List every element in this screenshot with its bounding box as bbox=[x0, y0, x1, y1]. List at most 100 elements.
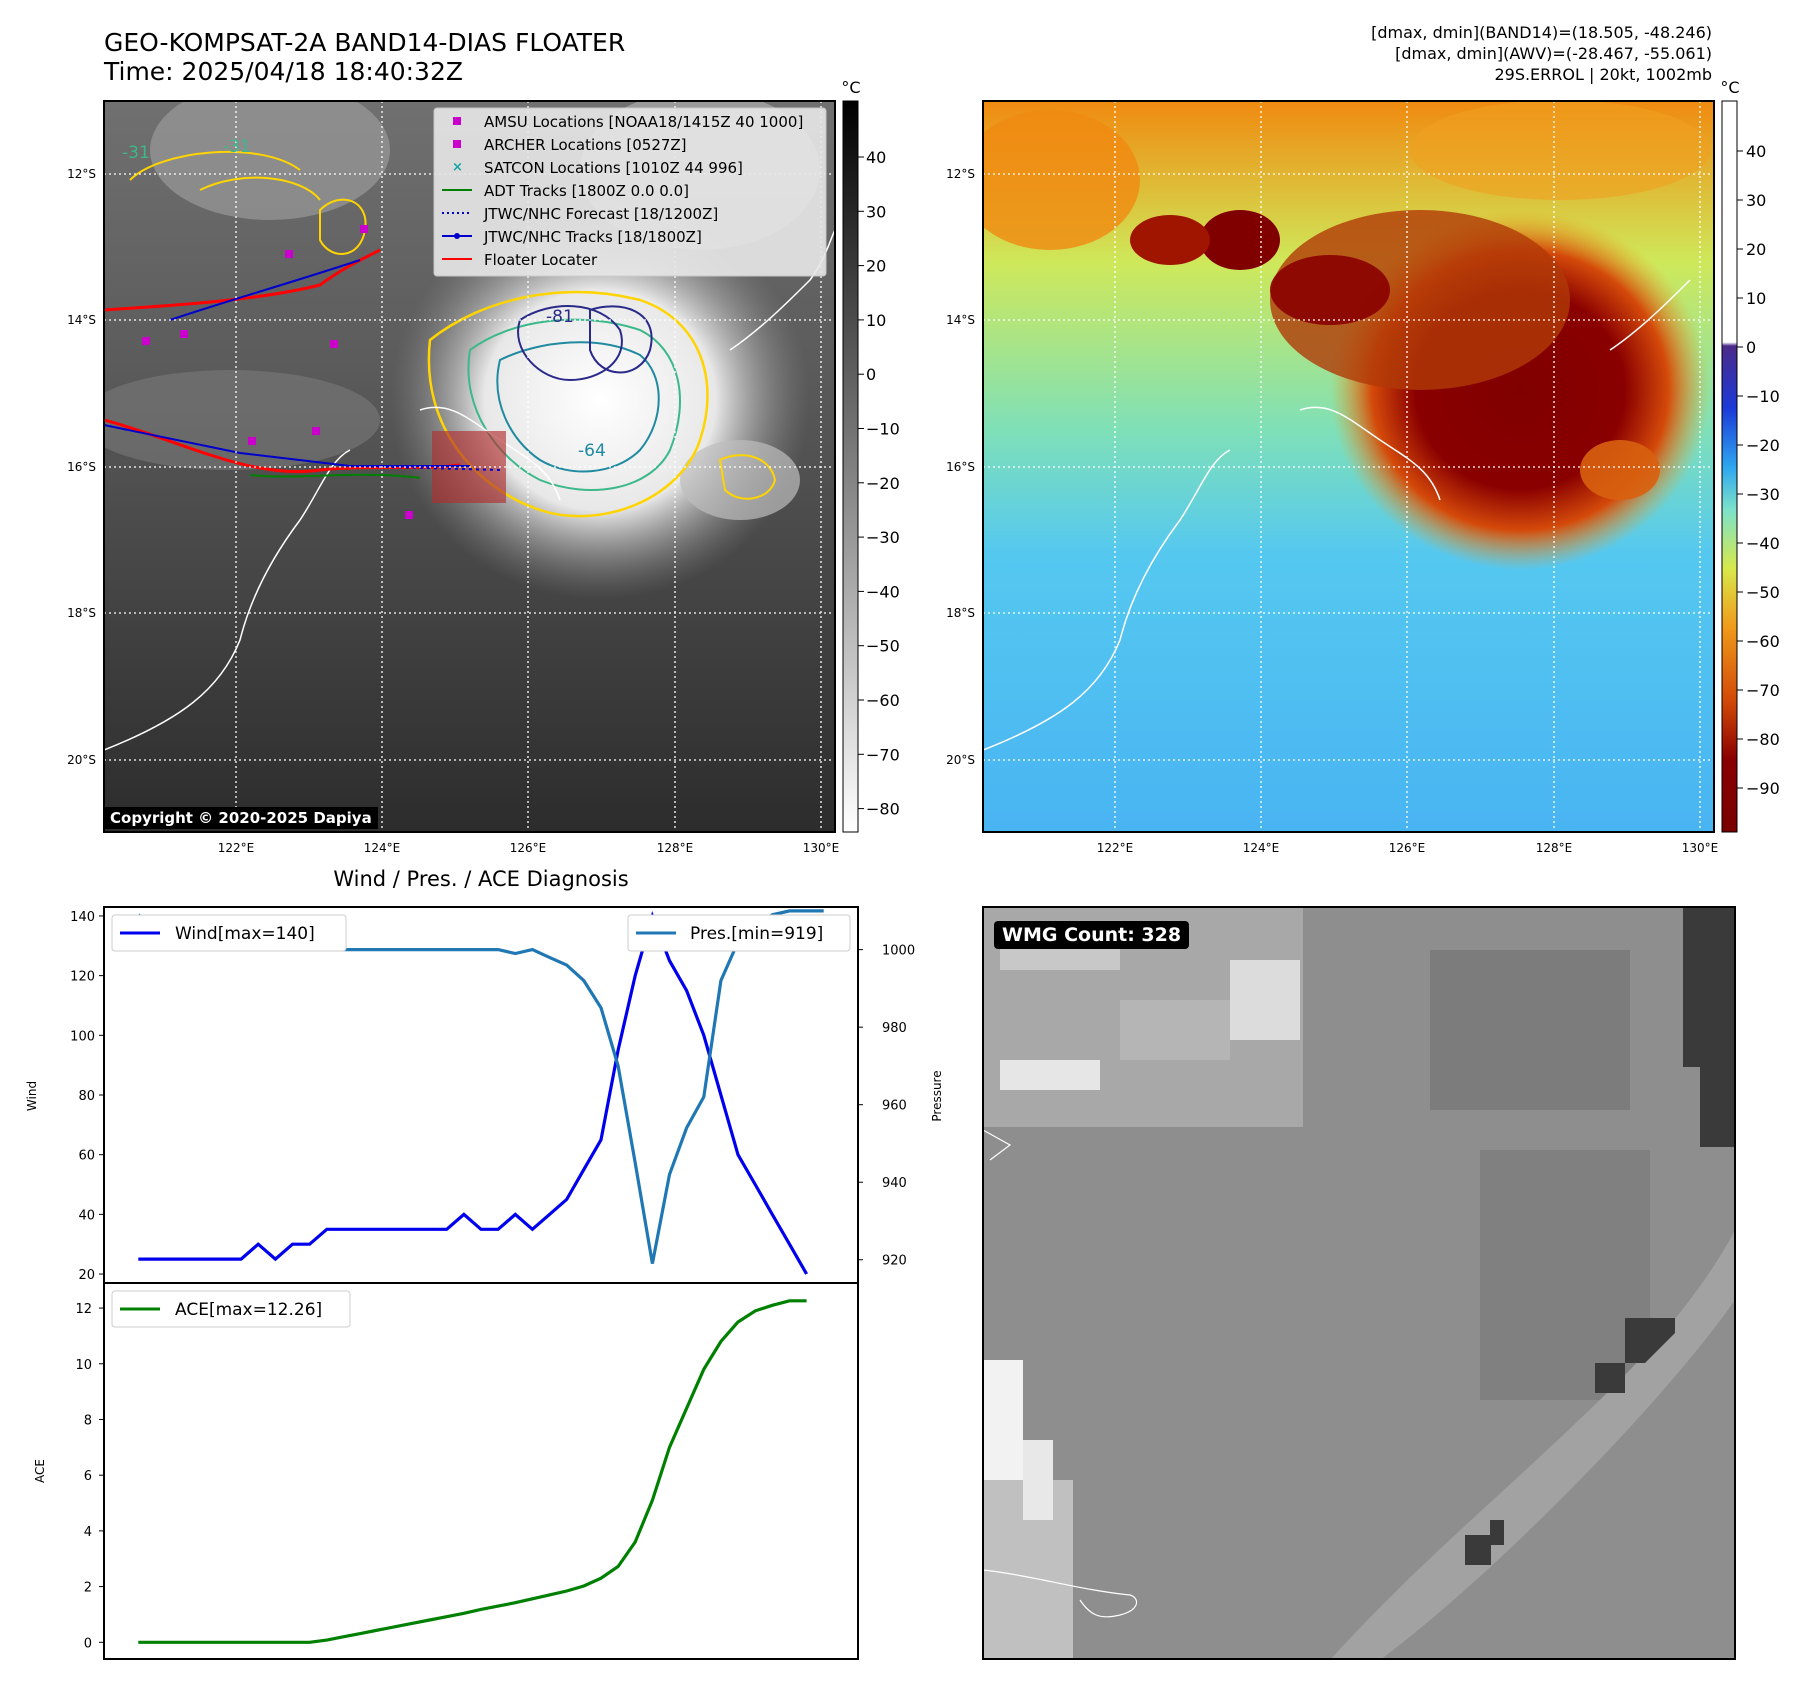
svg-text:20°S: 20°S bbox=[67, 753, 96, 767]
svg-text:128°E: 128°E bbox=[657, 841, 694, 855]
ir-colorbar-tick: −50 bbox=[866, 637, 900, 656]
ir-colorbar-tick: −30 bbox=[866, 528, 900, 547]
ir-colorbar-tick: 20 bbox=[866, 257, 886, 276]
svg-text:18°S: 18°S bbox=[946, 606, 975, 620]
ace-chart: 0 2 4 6 8 10 12 ACE[max=12.26] bbox=[75, 1282, 859, 1660]
color-colorbar-tick: −20 bbox=[1746, 436, 1780, 455]
svg-text:°C: °C bbox=[841, 78, 860, 97]
contour-label: -31 bbox=[122, 143, 150, 163]
svg-text:128°E: 128°E bbox=[1536, 841, 1573, 855]
legend-item: ADT Tracks [1800Z 0.0 0.0] bbox=[484, 182, 689, 200]
svg-text:126°E: 126°E bbox=[510, 841, 547, 855]
legend-item: JTWC/NHC Forecast [18/1200Z] bbox=[483, 205, 718, 223]
ace-axis-label: ACE bbox=[33, 1459, 47, 1483]
pressure-axis-label: Pressure bbox=[930, 1070, 944, 1121]
amsu-markers bbox=[142, 225, 413, 519]
wind-pressure-chart: 20 40 60 80 100 120 140 920 940 960 980 1000 Wind[ma… bbox=[70, 906, 915, 1284]
legend-item: SATCON Locations [1010Z 44 996] bbox=[484, 159, 743, 177]
series-line bbox=[138, 910, 808, 1275]
ace-legend: ACE[max=12.26] bbox=[111, 1290, 351, 1328]
wmg-panel bbox=[982, 906, 1736, 1660]
ir-lat-ticks: 12°S 14°S 16°S 18°S 20°S bbox=[67, 167, 96, 767]
storm-info: 29S.ERROL | 20kt, 1002mb bbox=[1494, 65, 1712, 84]
svg-text:122°E: 122°E bbox=[1097, 841, 1134, 855]
ir-colorbar-tick: −10 bbox=[866, 420, 900, 439]
diagnosis-title: Wind / Pres. / ACE Diagnosis bbox=[333, 867, 628, 891]
contour-label: -64 bbox=[578, 441, 606, 461]
ace-tick-label: 6 bbox=[84, 1469, 92, 1484]
pressure-legend: Pres.[min=919] bbox=[627, 914, 851, 952]
ir-lon-ticks: 122°E 124°E 126°E 128°E 130°E bbox=[218, 841, 840, 855]
stats-band14: [dmax, dmin](BAND14)=(18.505, -48.246) bbox=[1371, 23, 1712, 42]
copyright-label: Copyright © 2020-2025 Dapiya bbox=[104, 807, 378, 829]
ace-tick-label: 2 bbox=[84, 1581, 92, 1596]
color-gridlines bbox=[983, 101, 1714, 832]
color-colorbar-tick: −60 bbox=[1746, 632, 1780, 651]
ace-tick-label: 0 bbox=[84, 1636, 92, 1651]
wmg-count-badge: WMG Count: 328 bbox=[994, 921, 1190, 949]
svg-text:14°S: 14°S bbox=[67, 313, 96, 327]
pressure-tick-label: 920 bbox=[882, 1254, 907, 1269]
svg-text:124°E: 124°E bbox=[1243, 841, 1280, 855]
color-colorbar-tick: −80 bbox=[1746, 730, 1780, 749]
figure-title: GEO-KOMPSAT-2A BAND14-DIAS FLOATER bbox=[104, 28, 625, 57]
legend-pressure: Pres.[min=919] bbox=[690, 924, 823, 944]
ir-colorbar-tick: −40 bbox=[866, 582, 900, 601]
wind-legend: Wind[max=140] bbox=[111, 914, 347, 952]
ir-colorbar-tick: −20 bbox=[866, 474, 900, 493]
ir-colorbar: °C 40 30 20 10 0 −10 −20 −30 −40 −50 −60 −70 −80 bbox=[841, 78, 900, 833]
wind-tick-label: 120 bbox=[70, 970, 95, 985]
wind-tick-label: 140 bbox=[70, 910, 95, 925]
ir-colorbar-tick: 10 bbox=[866, 311, 886, 330]
wind-tick-label: 40 bbox=[78, 1208, 95, 1223]
legend-ace: ACE[max=12.26] bbox=[175, 1300, 322, 1320]
color-colorbar-tick: −10 bbox=[1746, 387, 1780, 406]
ir-colorbar-tick: 30 bbox=[866, 202, 886, 221]
ace-tick-label: 10 bbox=[75, 1358, 92, 1373]
pressure-tick-label: 960 bbox=[882, 1099, 907, 1114]
svg-text:130°E: 130°E bbox=[1682, 841, 1719, 855]
svg-text:122°E: 122°E bbox=[218, 841, 255, 855]
contour-label: -81 bbox=[546, 307, 574, 327]
ir-cloud-field bbox=[104, 101, 835, 751]
legend-item: AMSU Locations [NOAA18/1415Z 40 1000] bbox=[484, 113, 803, 131]
svg-text:14°S: 14°S bbox=[946, 313, 975, 327]
ace-tick-label: 8 bbox=[84, 1413, 92, 1428]
track-legend: × AMSU Locations [NOAA18/1415Z 40 1000] … bbox=[433, 107, 827, 277]
ace-tick-label: 12 bbox=[75, 1302, 92, 1317]
pressure-tick-label: 940 bbox=[882, 1176, 907, 1191]
color-colorbar-tick: 30 bbox=[1746, 191, 1766, 210]
svg-text:16°S: 16°S bbox=[67, 460, 96, 474]
series-line bbox=[138, 1299, 807, 1644]
color-colorbar-tick: 0 bbox=[1746, 338, 1756, 357]
wind-tick-label: 100 bbox=[70, 1029, 95, 1044]
color-colorbar-tick: −30 bbox=[1746, 485, 1780, 504]
ir-colorbar-tick: 40 bbox=[866, 148, 886, 167]
svg-text:126°E: 126°E bbox=[1389, 841, 1426, 855]
svg-text:12°S: 12°S bbox=[67, 167, 96, 181]
wind-axis-label: Wind bbox=[25, 1081, 39, 1111]
color-lon-ticks: 122°E 124°E 126°E 128°E 130°E bbox=[1097, 841, 1719, 855]
contour-label: -31 bbox=[223, 137, 251, 157]
svg-text:124°E: 124°E bbox=[364, 841, 401, 855]
color-cloud-field bbox=[983, 101, 1710, 751]
color-lat-ticks: 12°S 14°S 16°S 18°S 20°S bbox=[946, 167, 975, 767]
svg-text:18°S: 18°S bbox=[67, 606, 96, 620]
color-colorbar-tick: 40 bbox=[1746, 142, 1766, 161]
color-colorbar-tick: −40 bbox=[1746, 534, 1780, 553]
figure-time: Time: 2025/04/18 18:40:32Z bbox=[103, 57, 463, 86]
wind-tick-label: 80 bbox=[78, 1089, 95, 1104]
color-colorbar-tick: 10 bbox=[1746, 289, 1766, 308]
ir-colorbar-tick: −80 bbox=[866, 800, 900, 819]
legend-item: JTWC/NHC Tracks [18/1800Z] bbox=[483, 228, 702, 246]
color-ir-map-panel: 12°S 14°S 16°S 18°S 20°S 122°E 124°E 126… bbox=[946, 78, 1780, 855]
pressure-tick-label: 980 bbox=[882, 1021, 907, 1036]
svg-text:20°S: 20°S bbox=[946, 753, 975, 767]
ir-colorbar-tick: 0 bbox=[866, 365, 876, 384]
svg-text:130°E: 130°E bbox=[803, 841, 840, 855]
stats-awv: [dmax, dmin](AWV)=(-28.467, -55.061) bbox=[1395, 44, 1712, 63]
color-colorbar: °C 40 30 20 10 0 −10 −20 −30 −40 −50 −60 −70 −80 −90 bbox=[1720, 78, 1780, 833]
ir-colorbar-tick: −70 bbox=[866, 745, 900, 764]
ir-map-panel: -64 -31 -31 -81 × AMSU Locations [NOAA18… bbox=[67, 78, 900, 855]
